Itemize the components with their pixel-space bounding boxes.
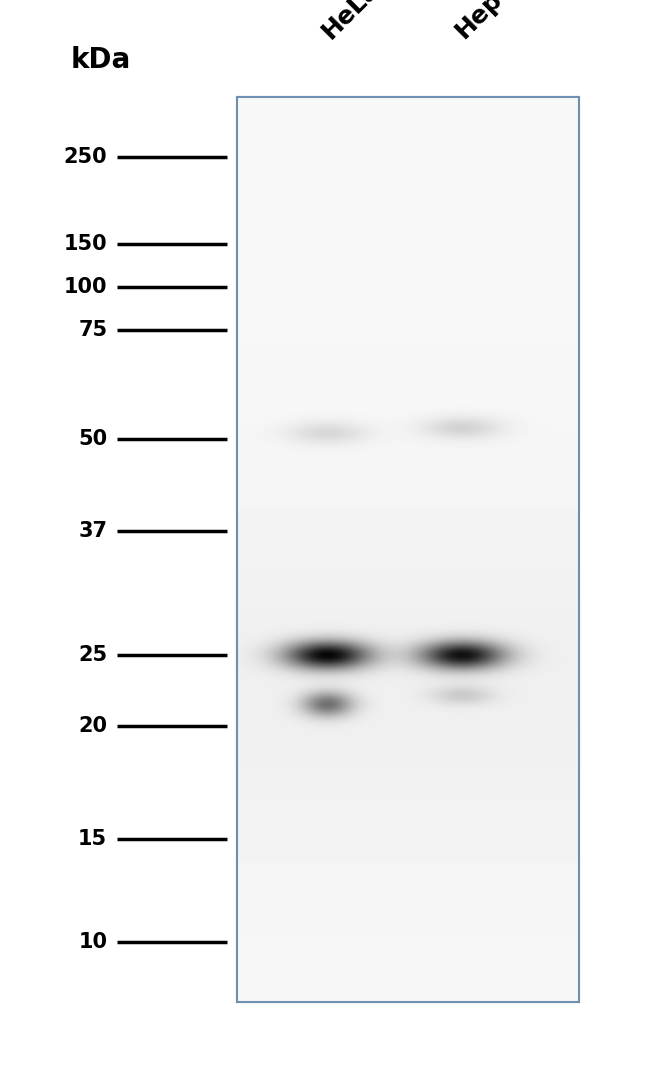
Text: 20: 20 <box>78 716 107 735</box>
Text: 37: 37 <box>78 521 107 540</box>
Text: HeLa: HeLa <box>318 0 385 43</box>
Text: 50: 50 <box>78 429 107 448</box>
Text: HepG2: HepG2 <box>451 0 534 43</box>
Text: 25: 25 <box>78 645 107 665</box>
Text: 150: 150 <box>64 234 107 253</box>
Text: 15: 15 <box>78 830 107 849</box>
Text: 250: 250 <box>64 147 107 167</box>
Bar <box>237 97 578 1002</box>
Text: 10: 10 <box>78 932 107 952</box>
Text: kDa: kDa <box>71 45 131 74</box>
Text: 100: 100 <box>64 277 107 297</box>
Bar <box>237 97 578 1002</box>
Text: 75: 75 <box>78 321 107 340</box>
